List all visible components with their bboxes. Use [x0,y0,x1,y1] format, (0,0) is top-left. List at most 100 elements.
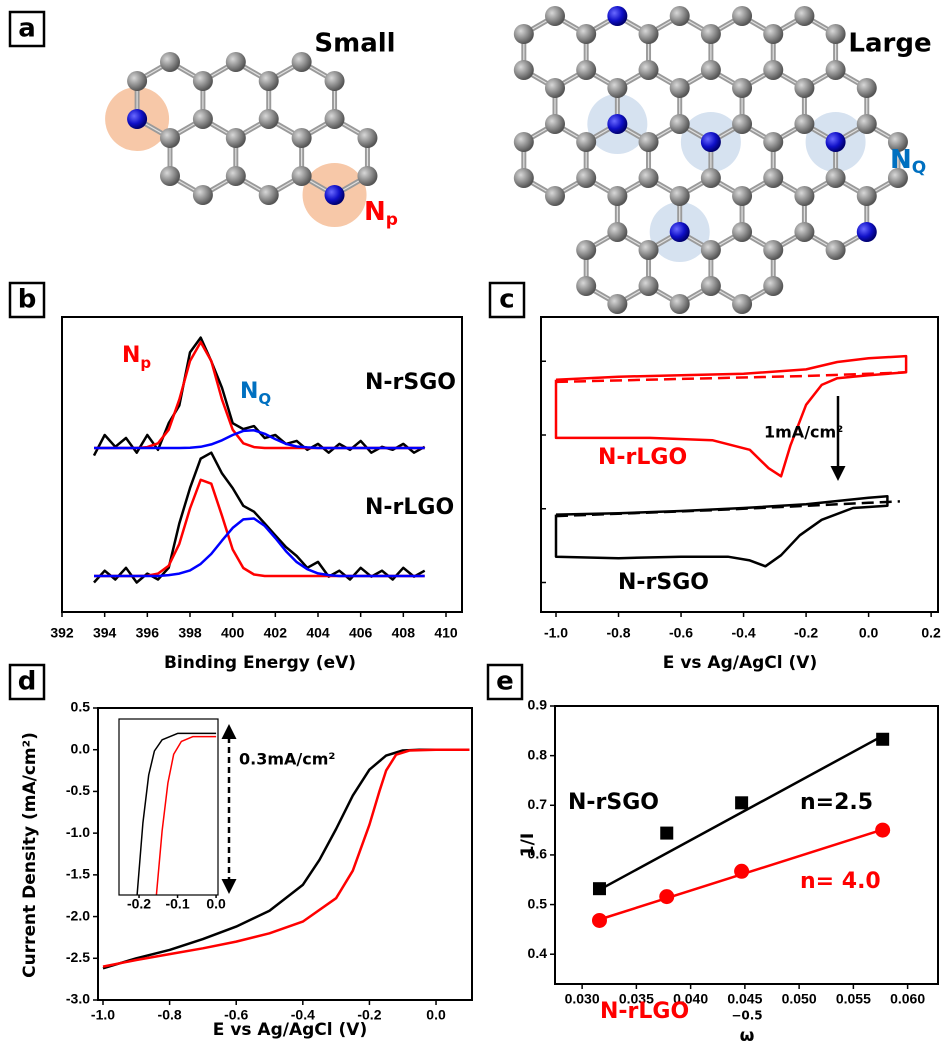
carbon-atom [357,166,377,186]
carbon-atom [763,276,783,296]
y-tick-label: 0.5 [71,699,91,715]
carbon-atom [670,294,690,314]
carbon-atom [259,71,279,91]
series-label: N-rSGO [618,570,709,595]
annotation-sub: Q [258,390,271,408]
panel-label: a [18,14,36,44]
figure: Small Large Np NQ abcde39239439639840040… [0,0,948,1044]
nitrogen-atom [826,132,846,152]
x-tick-label: -1.0 [544,625,568,641]
carbon-atom [160,166,180,186]
series-label: N-rLGO [600,999,689,1024]
carbon-atom [127,71,147,91]
x-axis-label: Binding Energy (eV) [164,653,356,673]
x-tick-label: 0.055 [836,991,871,1007]
y-tick-label: -2.0 [66,907,90,923]
nitrogen-atom [857,222,877,242]
np-main: N [364,197,386,227]
carbon-atom [576,240,596,260]
x-tick-label: 402 [264,625,288,641]
carbon-atom [357,128,377,148]
y-tick-label: -0.5 [66,782,90,798]
annotation: Np [122,343,151,372]
y-axis-label: 1/I [518,833,538,857]
carbon-atom [763,60,783,80]
carbon-atom [701,60,721,80]
carbon-atom [763,132,783,152]
x-tick-label: 398 [178,625,202,641]
x-tick-label: 0.2 [921,625,941,641]
molecule-diagrams [105,6,908,314]
carbon-atom [794,222,814,242]
x-tick-label: 0.050 [782,991,817,1007]
carbon-atom [763,168,783,188]
x-tick-label: 0.0 [859,625,879,641]
data-line [103,750,469,967]
nitrogen-atom [701,132,721,152]
annotation: NQ [240,379,271,408]
carbon-atom [732,186,752,206]
y-tick-label: 0.4 [528,945,548,961]
data-line [137,733,216,895]
carbon-atom [607,78,627,98]
carbon-atom [545,186,565,206]
carbon-atom [576,276,596,296]
y-tick-label: 0.9 [528,697,548,713]
carbon-atom [226,166,246,186]
x-tick-label: 394 [93,625,117,641]
carbon-atom [292,166,312,186]
annotation-sub: p [140,354,151,372]
x-tick-label: -0.6 [669,625,693,641]
series-label: N-rLGO [365,495,454,520]
data-line [103,750,469,969]
carbon-atom [292,128,312,148]
x-tick-label: 392 [50,625,74,641]
y-tick-label: 0.0 [71,740,91,756]
carbon-atom [857,186,877,206]
carbon-atom [607,186,627,206]
annotation-main: N [240,379,258,404]
carbon-atom [576,24,596,44]
annotation-main: N [122,343,140,368]
x-tick-label: -0.2 [794,625,818,641]
carbon-atom [732,114,752,134]
carbon-atom [639,60,659,80]
plot-frame [555,706,938,984]
carbon-atom [607,294,627,314]
nitrogen-atom [670,222,690,242]
x-tick-label: 404 [306,625,330,641]
carbon-atom [701,168,721,188]
carbon-atom [732,294,752,314]
nitrogen-atom [127,109,147,129]
x-tick-label: 0.045 [727,991,762,1007]
carbon-atom [545,6,565,26]
y-tick-label: 0.8 [528,746,548,762]
x-tick-label: 410 [434,625,458,641]
carbon-atom [763,240,783,260]
nitrogen-atom [607,114,627,134]
carbon-atom [670,6,690,26]
x-axis-label-exponent: −0.5 [731,1009,762,1023]
series-label: N-rSGO [568,790,659,815]
carbon-atom [514,60,534,80]
y-tick-label: -2.5 [66,949,90,965]
data-point [592,913,607,928]
series-label: N-rSGO [365,370,456,395]
carbon-atom [514,168,534,188]
page: Small Large Np NQ abcde39239439639840040… [0,0,948,1044]
np-sub: p [386,210,398,230]
data-line [94,519,425,577]
carbon-atom [670,78,690,98]
nitrogen-atom [325,185,345,205]
x-tick-label: 396 [136,625,160,641]
x-tick-label: -0.1 [165,896,189,912]
carbon-atom [545,114,565,134]
x-tick-label: -1.0 [91,1007,115,1023]
carbon-atom [292,52,312,72]
y-axis-label: Current Density (mA/cm²) [20,732,40,978]
carbon-atom [732,6,752,26]
carbon-atom [639,276,659,296]
y-tick-label: -1.5 [66,866,90,882]
carbon-atom [160,128,180,148]
nq-label: NQ [890,145,926,179]
